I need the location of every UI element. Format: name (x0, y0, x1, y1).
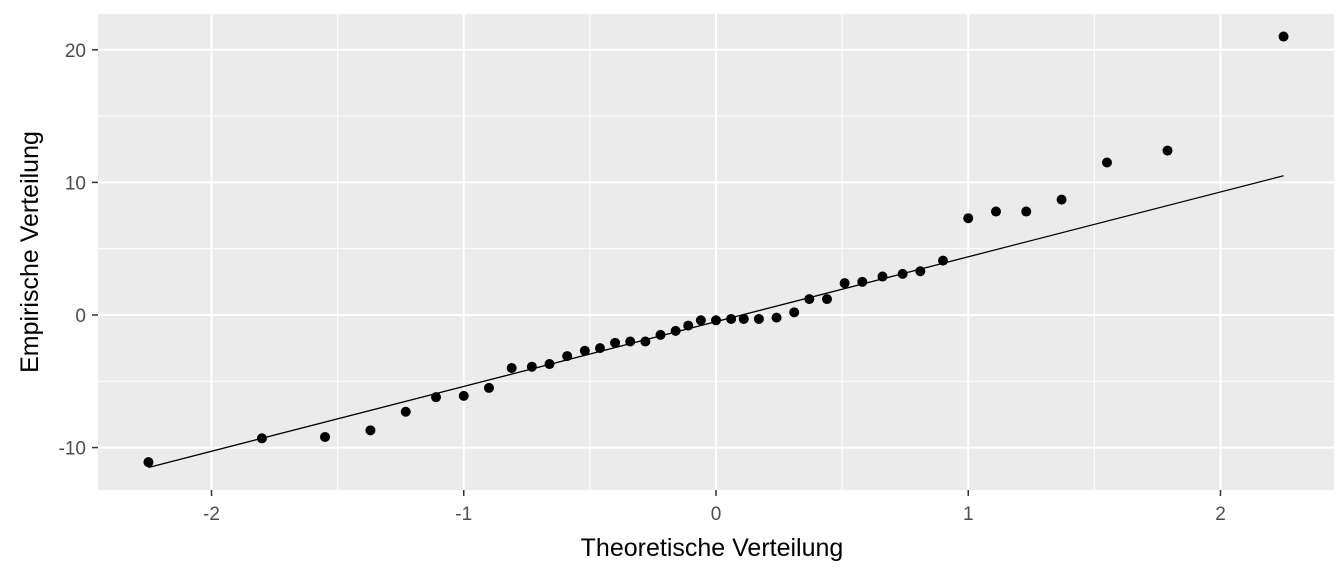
data-point (683, 320, 694, 331)
data-point (256, 433, 267, 444)
y-axis-ticks: -10 0 10 20 (59, 41, 98, 460)
x-tick-label: 0 (711, 504, 722, 525)
data-point (610, 337, 621, 348)
x-tick-label: 1 (963, 504, 974, 525)
data-point (771, 312, 782, 323)
data-point (990, 206, 1001, 217)
data-point (625, 336, 636, 347)
data-point (695, 315, 706, 326)
major-gridlines (98, 14, 1334, 490)
data-point (1056, 194, 1067, 205)
data-point (365, 425, 376, 436)
data-point (857, 276, 868, 287)
x-tick-label: -1 (455, 504, 472, 525)
data-point (711, 315, 721, 326)
data-point (655, 329, 666, 340)
data-point (1162, 145, 1173, 156)
y-tick-label: -10 (59, 439, 86, 460)
y-tick-label: 20 (65, 41, 86, 62)
data-point (753, 313, 764, 324)
data-point (562, 351, 573, 362)
data-point (506, 363, 517, 374)
y-tick-label: 10 (65, 173, 86, 194)
data-point (1021, 206, 1032, 217)
data-point (938, 255, 949, 266)
data-point (821, 294, 832, 305)
data-point (458, 390, 469, 401)
data-point (804, 294, 815, 305)
x-tick-label: -2 (203, 504, 220, 525)
data-point (1278, 31, 1289, 42)
data-point (789, 307, 800, 318)
data-point (877, 271, 888, 282)
data-point (963, 213, 974, 224)
data-point (320, 431, 331, 442)
data-point (670, 325, 681, 336)
data-point (738, 313, 749, 324)
data-point (526, 361, 537, 372)
data-point (431, 392, 442, 403)
data-point (897, 268, 908, 279)
data-point (915, 266, 926, 277)
data-point (143, 457, 154, 468)
x-axis-ticks: -2 -1 0 1 2 (203, 490, 1226, 525)
data-point (640, 336, 651, 347)
data-point (726, 313, 737, 324)
data-point (400, 406, 411, 417)
data-point (594, 343, 605, 354)
x-axis-title: Theoretische Verteilung (581, 534, 844, 562)
data-points (143, 31, 1289, 468)
data-point (1101, 157, 1112, 168)
y-axis-title: Empirische Verteilung (16, 131, 44, 373)
data-point (839, 278, 850, 289)
x-tick-label: 2 (1215, 504, 1226, 525)
y-tick-label: 0 (75, 306, 86, 327)
data-point (483, 382, 494, 393)
data-point (544, 359, 555, 370)
data-point (579, 345, 590, 356)
